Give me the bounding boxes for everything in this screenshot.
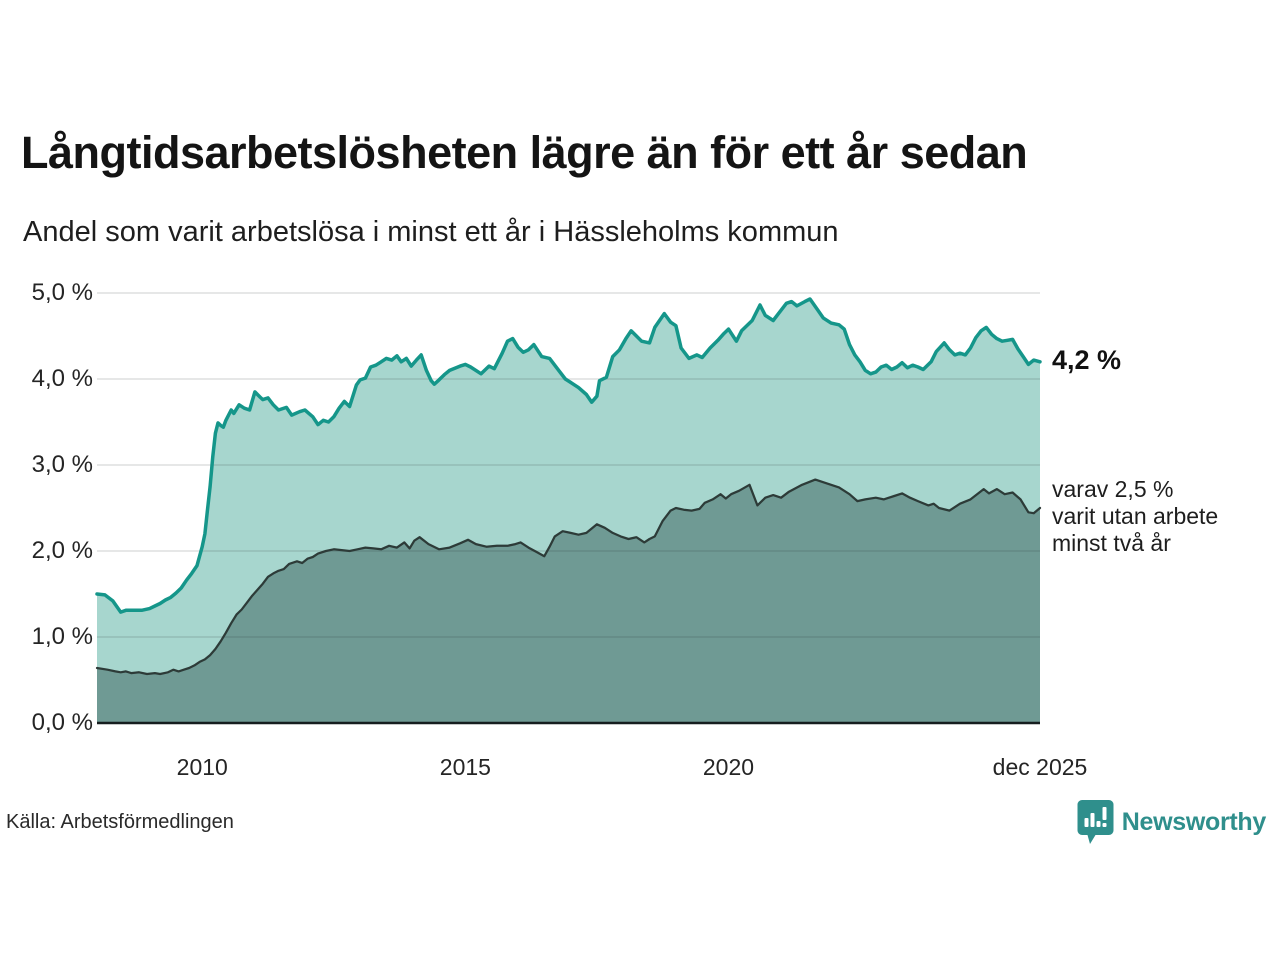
series-line-1 [95,297,1042,614]
annotation-line: minst två år [1052,530,1171,556]
newsworthy-logo: Newsworthy [1077,799,1266,845]
y-tick-label: 0,0 % [31,709,93,736]
y-tick-label: 3,0 % [31,451,93,478]
newsworthy-speech-bubble-bar-chart-icon [1077,799,1114,845]
series1-end-value-label: 4,2 % [1052,344,1122,375]
page-title: Långtidsarbetslösheten lägre än för ett … [21,127,1028,178]
y-tick-label: 4,0 % [31,365,93,392]
x-tick-label: 2020 [702,754,755,780]
chart-subtitle: Andel som varit arbetslösa i minst ett å… [23,216,839,248]
annotation-line: varit utan arbete [1052,503,1219,529]
y-tick-label: 5,0 % [31,279,93,306]
x-tick-label: dec 2025 [992,754,1088,780]
source-attribution: Källa: Arbetsförmedlingen [6,811,234,833]
series-area-2 [97,479,1040,723]
y-tick-label: 2,0 % [31,537,93,564]
newsworthy-wordmark: Newsworthy [1121,807,1267,836]
series2-end-annotation: varav 2,5 % varit utan arbete minst två år [1052,476,1218,557]
annotation-line: varav 2,5 % [1052,476,1174,502]
x-tick-label: 2015 [439,754,491,780]
x-tick-label: 2010 [176,754,228,780]
series-line-2 [95,478,1042,676]
y-tick-label: 1,0 % [31,623,93,650]
